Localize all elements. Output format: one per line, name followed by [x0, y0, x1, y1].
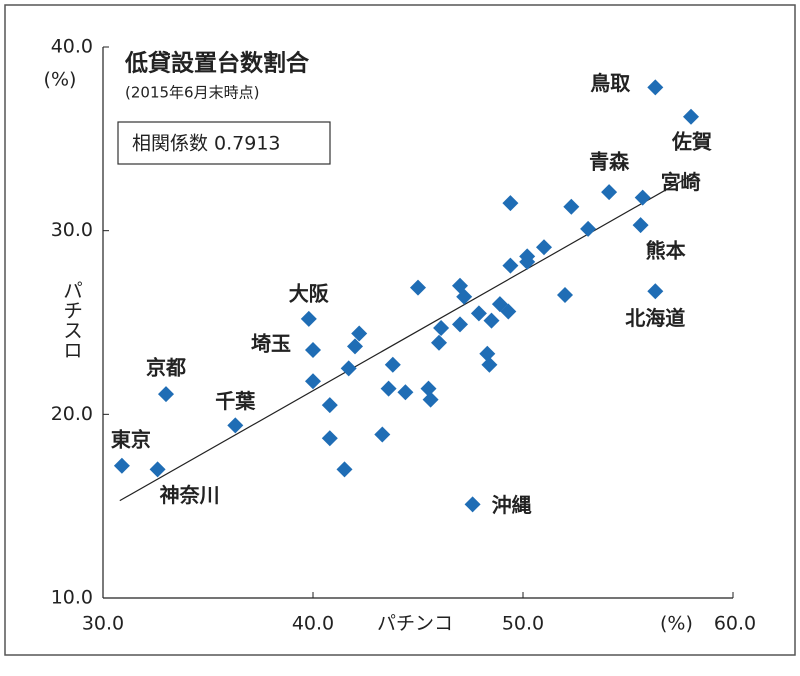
point-label: 鳥取	[590, 71, 630, 95]
chart-title: 低貸設置台数割合	[124, 50, 310, 77]
point-label: 宮崎	[661, 170, 701, 194]
point	[632, 217, 649, 234]
point	[305, 342, 321, 359]
x-tick-label: 60.0	[714, 613, 756, 635]
x-axis-label: パチンコ	[377, 613, 453, 635]
point	[351, 325, 368, 342]
point	[321, 397, 338, 414]
point	[321, 430, 338, 447]
point	[347, 338, 363, 355]
point	[557, 286, 573, 303]
annotation-box	[117, 121, 331, 165]
point	[384, 356, 401, 373]
point	[452, 316, 468, 333]
point-label: 千葉	[215, 389, 256, 413]
chart-subtitle: (2015年6月末時点)	[125, 84, 259, 102]
trend-line	[119, 175, 692, 502]
x-tick-label: 40.0	[292, 613, 334, 635]
point	[470, 305, 487, 322]
point-label: 佐賀	[671, 129, 712, 153]
point	[481, 356, 498, 373]
point	[380, 380, 397, 397]
y-tick-label: 30.0	[51, 219, 93, 241]
point	[647, 79, 664, 96]
y-axis-label: パチスロ	[60, 280, 84, 360]
annotation: 相関係数 0.7913	[132, 133, 281, 155]
point-label: 北海道	[625, 306, 685, 330]
point	[397, 384, 414, 401]
point	[374, 426, 391, 443]
point	[502, 195, 519, 212]
point-label: 熊本	[646, 239, 686, 263]
point	[563, 198, 580, 215]
point	[580, 220, 597, 237]
x-tick-label: 30.0	[82, 613, 124, 635]
point	[683, 108, 699, 125]
point	[634, 189, 651, 206]
point-label: 東京	[111, 427, 151, 451]
frame	[4, 4, 796, 656]
point	[410, 279, 426, 296]
point-label: 大阪	[289, 281, 330, 305]
point	[227, 417, 244, 434]
point	[500, 303, 517, 320]
point	[113, 457, 130, 474]
point	[422, 391, 439, 408]
point-label: 青森	[589, 150, 630, 174]
point-label: 沖縄	[492, 493, 532, 517]
point	[431, 334, 447, 351]
point-label: 京都	[146, 356, 186, 380]
point	[158, 386, 174, 403]
point	[420, 380, 437, 397]
point	[456, 288, 473, 305]
point	[536, 239, 552, 256]
point-label: 埼玉	[251, 332, 291, 356]
point	[340, 360, 357, 377]
x-unit: (%)	[660, 613, 693, 635]
point	[519, 253, 536, 270]
point	[647, 283, 664, 300]
x-tick-label: 50.0	[502, 613, 544, 635]
y-tick-label: 40.0	[51, 36, 93, 58]
point	[479, 345, 496, 362]
point	[305, 373, 321, 390]
point	[149, 461, 166, 478]
y-tick-label: 10.0	[51, 587, 93, 609]
point	[464, 496, 481, 513]
y-tick-label: 20.0	[51, 403, 93, 425]
point	[336, 461, 353, 478]
point	[433, 320, 450, 337]
point	[502, 257, 519, 274]
point	[483, 312, 500, 329]
point	[601, 184, 618, 201]
y-unit: (%)	[44, 69, 77, 91]
point	[300, 310, 317, 327]
point-label: 神奈川	[160, 483, 220, 507]
